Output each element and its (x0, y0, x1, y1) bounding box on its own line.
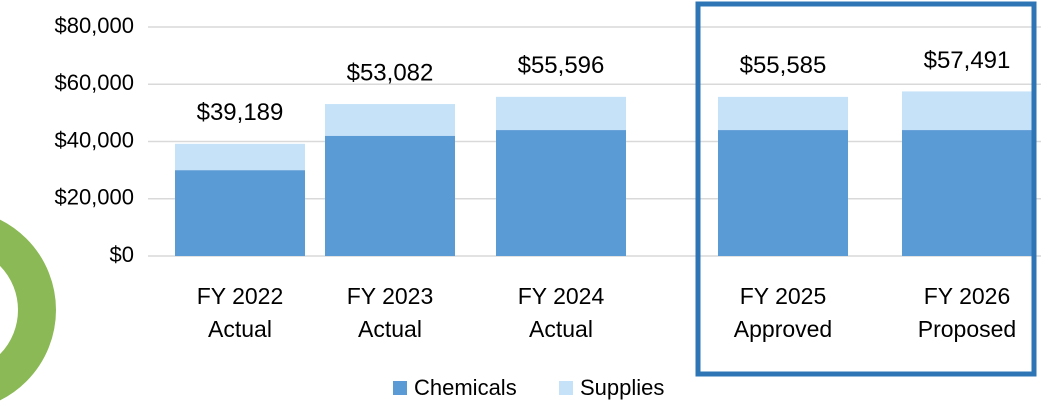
x-tick-label: Actual (208, 316, 272, 342)
y-tick-label: $40,000 (54, 127, 134, 152)
bar-segment (496, 96, 626, 131)
bar-segment (718, 96, 848, 131)
total-label: $55,585 (740, 52, 827, 79)
total-label: $57,491 (924, 47, 1011, 74)
x-tick-label: FY 2025 (740, 283, 827, 309)
bar-segment (175, 143, 305, 171)
x-tick-label: FY 2023 (347, 283, 434, 309)
total-label: $53,082 (347, 59, 434, 86)
total-label: $55,596 (518, 52, 605, 79)
x-tick-label: FY 2024 (518, 283, 605, 309)
decoration-ring (0, 219, 56, 401)
total-label: $39,189 (197, 99, 284, 126)
legend-swatch (393, 381, 407, 395)
y-tick-label: $20,000 (54, 185, 134, 210)
x-tick-label: FY 2026 (924, 283, 1011, 309)
y-tick-label: $80,000 (54, 13, 134, 38)
y-tick-label: $0 (110, 242, 134, 267)
x-tick-label: Approved (734, 316, 832, 342)
bar-segment (718, 130, 848, 256)
bar-segment (175, 170, 305, 256)
legend-label: Chemicals (414, 375, 517, 400)
legend-label: Supplies (580, 375, 664, 400)
bar-segment (902, 130, 1032, 256)
bar-segment (325, 135, 455, 256)
bar-segment (902, 91, 1032, 131)
y-tick-label: $60,000 (54, 70, 134, 95)
x-tick-label: Actual (529, 316, 593, 342)
bar-segment (496, 130, 626, 256)
x-tick-label: Actual (358, 316, 422, 342)
bar-segment (325, 104, 455, 136)
highlight-box (695, 1, 1037, 377)
legend-swatch (559, 381, 573, 395)
x-tick-label: Proposed (918, 316, 1016, 342)
x-tick-label: FY 2022 (197, 283, 284, 309)
